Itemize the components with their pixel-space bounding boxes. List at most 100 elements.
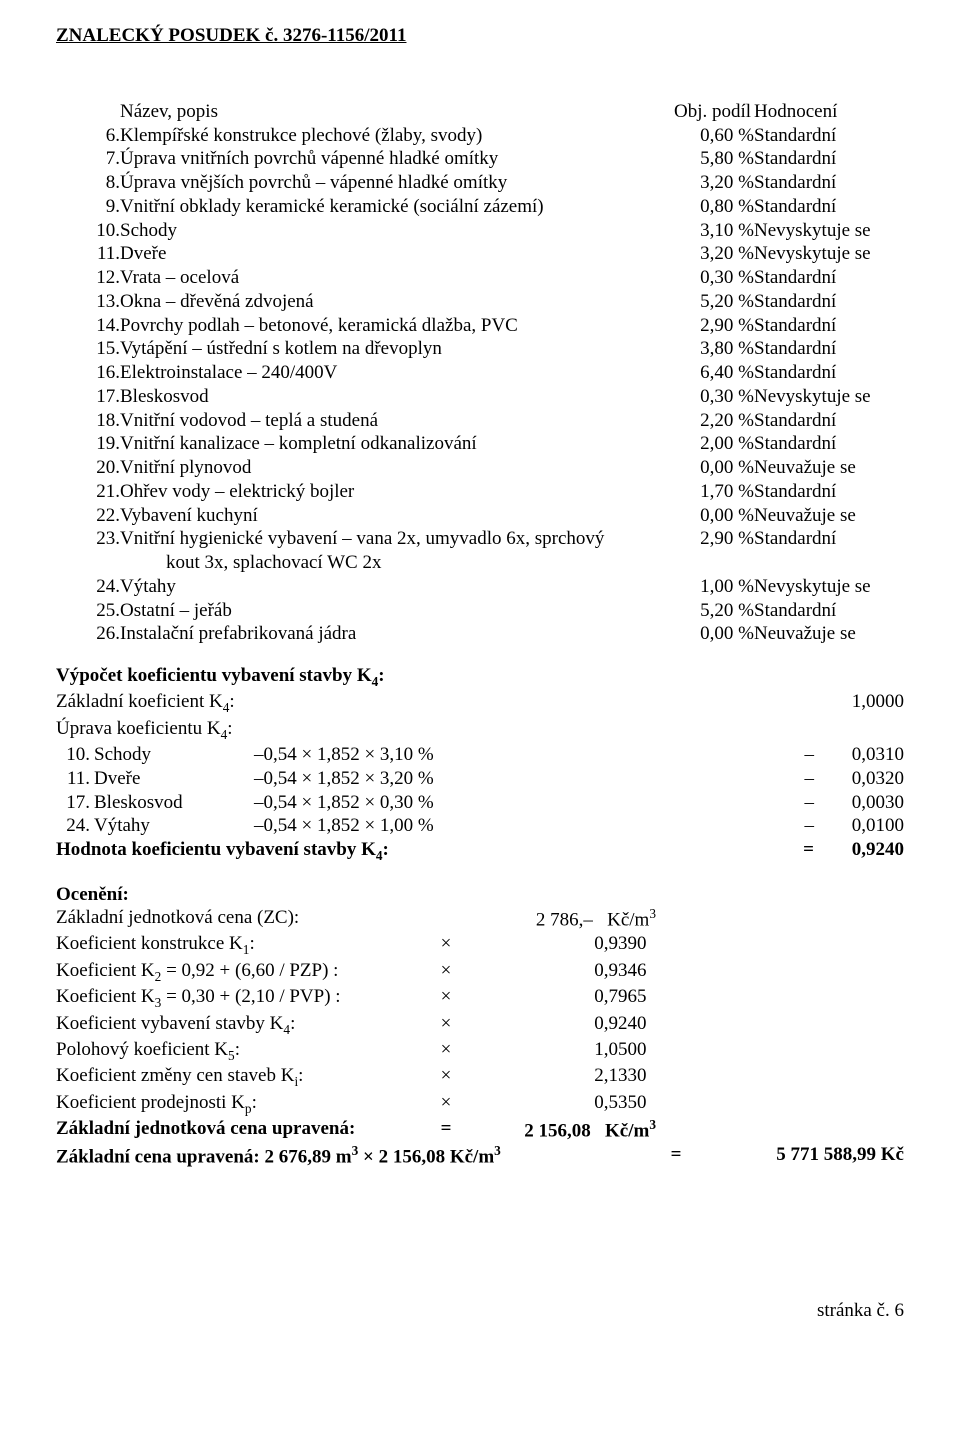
col-rating: Hodnocení [754,100,904,124]
item-rating: Standardní [754,409,904,433]
item-rating: Neuvažuje se [754,504,904,528]
item-name: Úprava vnitřních povrchů vápenné hladké … [120,147,674,171]
ocen-row: Koeficient změny cen staveb Ki:×2,1330 [56,1064,904,1090]
k4-base-row: Základní koeficient K4: 1,0000 [56,690,904,716]
item-pct: 5,20 % [674,599,754,623]
item-pct: 3,80 % [674,337,754,361]
adjust-row: 11.Dveře–0,54 × 1,852 × 3,20 %–0,0320 [56,767,904,791]
k4-title: Výpočet koeficientu vybavení stavby K4: [56,664,904,690]
ocen-value: 2,1330 [456,1064,656,1090]
item-pct: 1,70 % [674,480,754,504]
item-name: Okna – dřevěná zdvojená [120,290,674,314]
ocen-label: Koeficient K2 = 0,92 + (6,60 / PZP) : [56,959,436,985]
k4-adjust-label-row: Úprava koeficientu K4: [56,717,904,743]
table-row: 17.Bleskosvod0,30 %Nevyskytuje se [86,385,904,409]
ocen-row: Koeficient konstrukce K1:×0,9390 [56,932,904,958]
ocen-row: Koeficient K3 = 0,30 + (2,10 / PVP) :×0,… [56,985,904,1011]
ocen-sign [436,906,456,932]
item-name: Povrchy podlah – betonové, keramická dla… [120,314,674,338]
table-row: 12.Vrata – ocelová0,30 %Standardní [86,266,904,290]
k4-result-row: Hodnota koeficientu vybavení stavby K4: … [56,838,904,864]
adjust-row: 10.Schody–0,54 × 1,852 × 3,10 %–0,0310 [56,743,904,767]
item-number: 10. [86,219,120,243]
ocen-value: 0,9240 [456,1012,656,1038]
item-name: Úprava vnějších povrchů – vápenné hladké… [120,171,674,195]
table-row: 14.Povrchy podlah – betonové, keramická … [86,314,904,338]
table-row: 11.Dveře3,20 %Nevyskytuje se [86,242,904,266]
ocen-label: Základní jednotková cena (ZC): [56,906,436,932]
adjust-num: 24. [56,814,94,838]
item-pct: 3,20 % [674,242,754,266]
adjust-num: 11. [56,767,94,791]
adjust-name: Výtahy [94,814,254,838]
item-number: 20. [86,456,120,480]
item-name: Ohřev vody – elektrický bojler [120,480,674,504]
table-row: 25.Ostatní – jeřáb5,20 %Standardní [86,599,904,623]
table-row: 26.Instalační prefabrikovaná jádra0,00 %… [86,622,904,646]
adjust-name: Dveře [94,767,254,791]
table-row: 21.Ohřev vody – elektrický bojler1,70 %S… [86,480,904,504]
ocen-row: Koeficient prodejnosti Kp:×0,5350 [56,1091,904,1117]
adjust-val: 0,0310 [814,743,904,767]
item-number: 6. [86,124,120,148]
item-name: Vrata – ocelová [120,266,674,290]
item-number: 16. [86,361,120,385]
table-row: 22.Vybavení kuchyní0,00 %Neuvažuje se [86,504,904,528]
item-pct: 5,20 % [674,290,754,314]
item-rating: Standardní [754,290,904,314]
ocen-label: Koeficient prodejnosti Kp: [56,1091,436,1117]
item-number: 17. [86,385,120,409]
table-row: 16.Elektroinstalace – 240/400V6,40 %Stan… [86,361,904,385]
adjust-eq: – [784,767,814,791]
ocen-label: Koeficient vybavení stavby K4: [56,1012,436,1038]
item-number: 22. [86,504,120,528]
item-name: Vnitřní obklady keramické keramické (soc… [120,195,674,219]
item-pct: 0,00 % [674,622,754,646]
item-rating: Standardní [754,480,904,504]
item-rating: Standardní [754,337,904,361]
item-name: Vnitřní vodovod – teplá a studená [120,409,674,433]
item-rating: Standardní [754,361,904,385]
ocen-label: Základní jednotková cena upravená: [56,1117,436,1143]
ocen-sign: × [436,1064,456,1090]
item-number: 8. [86,171,120,195]
item-name: Ostatní – jeřáb [120,599,674,623]
ocen-value: 0,9346 [456,959,656,985]
item-number: 7. [86,147,120,171]
col-pct: Obj. podíl [674,100,754,124]
item-rating: Standardní [754,527,904,575]
item-name: Dveře [120,242,674,266]
adjust-expr: –0,54 × 1,852 × 0,30 % [254,791,784,815]
items-header-row: Název, popis Obj. podíl Hodnocení [86,100,904,124]
ocen-sign: × [436,1012,456,1038]
ocen-sign: = [436,1117,456,1143]
adjust-eq: – [784,814,814,838]
table-row: 18.Vnitřní vodovod – teplá a studená2,20… [86,409,904,433]
item-number: 21. [86,480,120,504]
item-pct: 1,00 % [674,575,754,599]
ocen-sign: × [436,1038,456,1064]
item-pct: 0,30 % [674,385,754,409]
items-block: Název, popis Obj. podíl Hodnocení 6.Klem… [56,100,904,646]
ocen-value: 0,5350 [456,1091,656,1117]
ocen-row: Koeficient K2 = 0,92 + (6,60 / PZP) :×0,… [56,959,904,985]
ocen-title: Ocenění: [56,883,904,907]
table-row: 19.Vnitřní kanalizace – kompletní odkana… [86,432,904,456]
k4-base-value: 1,0000 [814,690,904,716]
adjust-eq: – [784,791,814,815]
item-number: 15. [86,337,120,361]
item-name: Vytápění – ústřední s kotlem na dřevoply… [120,337,674,361]
table-row: 8.Úprava vnějších povrchů – vápenné hlad… [86,171,904,195]
adjust-row: 24.Výtahy–0,54 × 1,852 × 1,00 %–0,0100 [56,814,904,838]
item-rating: Standardní [754,432,904,456]
item-number: 12. [86,266,120,290]
item-pct: 5,80 % [674,147,754,171]
item-name: Vnitřní plynovod [120,456,674,480]
ocen-label: Koeficient K3 = 0,30 + (2,10 / PVP) : [56,985,436,1011]
table-row: 13.Okna – dřevěná zdvojená5,20 %Standard… [86,290,904,314]
item-rating: Nevyskytuje se [754,575,904,599]
adjust-row: 17.Bleskosvod–0,54 × 1,852 × 0,30 %–0,00… [56,791,904,815]
item-name: Vnitřní kanalizace – kompletní odkanaliz… [120,432,674,456]
item-rating: Neuvažuje se [754,622,904,646]
item-number: 25. [86,599,120,623]
